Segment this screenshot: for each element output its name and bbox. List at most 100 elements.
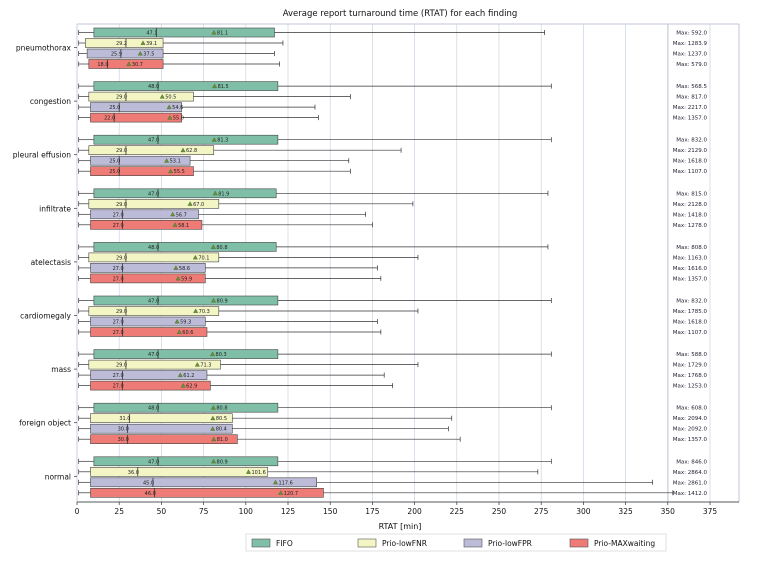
- box-prio-lowfpr: 27.0 59.3 Max: 1618.0: [78, 316, 707, 327]
- mean-label: 58.1: [178, 223, 189, 229]
- box-iqr: [85, 38, 164, 48]
- mean-marker: [210, 244, 216, 249]
- box-iqr: [88, 199, 220, 209]
- median-label: 27.0: [113, 330, 124, 336]
- max-label: Max: 568.5: [676, 84, 707, 90]
- mean-marker: [187, 201, 193, 206]
- legend-swatch: [569, 538, 589, 548]
- legend-swatch: [463, 538, 483, 548]
- mean-label: 67.0: [193, 202, 204, 208]
- max-label: Max: 832.0: [676, 138, 707, 144]
- box-iqr: [93, 188, 277, 199]
- box-prio-lowfnr: 29.0 50.5 Max: 817.0: [78, 91, 707, 102]
- box-iqr: [90, 413, 233, 424]
- max-label: Max: 588.0: [676, 352, 707, 358]
- x-tick-label: 50: [157, 507, 167, 516]
- legend-label: FIFO: [276, 539, 293, 548]
- mean-marker: [211, 297, 217, 303]
- median-label: 22.0: [104, 116, 115, 122]
- box-prio-maxwaiting: 27.0 60.6 Max: 1107.0: [78, 327, 707, 337]
- box-prio-maxwaiting: 27.0 59.9 Max: 1357.0: [78, 273, 707, 284]
- median-label: 25.0: [109, 105, 120, 111]
- max-label: Max: 815.0: [676, 191, 707, 197]
- mean-marker: [140, 40, 146, 45]
- mean-label: 37.5: [143, 52, 154, 58]
- mean-label: 80.9: [217, 459, 228, 465]
- category-label: pleural effusion: [13, 151, 71, 160]
- mean-label: 80.8: [216, 406, 227, 412]
- median-label: 48.0: [148, 245, 159, 251]
- mean-marker: [211, 29, 217, 35]
- x-tick-label: 150: [323, 507, 338, 516]
- max-label: Max: 832.0: [676, 299, 707, 305]
- box-fifo: 47.0 80.9 Max: 832.0: [78, 295, 707, 306]
- mean-marker: [210, 426, 216, 431]
- max-label: Max: 808.0: [676, 245, 707, 251]
- box-prio-lowfnr: 36.0 101.6 Max: 2864.0: [78, 466, 707, 477]
- mean-label: 81.9: [218, 191, 229, 197]
- mean-marker: [211, 436, 217, 442]
- legend-swatch: [251, 538, 271, 548]
- x-tick-label: 0: [75, 507, 80, 516]
- median-label: 29.2: [116, 41, 127, 47]
- mean-label: 59.3: [180, 320, 191, 326]
- mean-label: 55.5: [174, 169, 185, 175]
- median-label: 30.0: [118, 427, 129, 433]
- median-label: 45.0: [143, 480, 154, 486]
- box-fifo: 48.0 81.5 Max: 568.5: [78, 81, 707, 91]
- median-label: 30.0: [118, 437, 129, 443]
- median-label: 48.0: [148, 84, 159, 90]
- mean-label: 59.9: [181, 276, 192, 282]
- box-prio-lowfnr: 29.0 62.8 Max: 2129.0: [78, 145, 707, 155]
- x-tick-label: 225: [450, 507, 465, 516]
- median-label: 36.0: [128, 470, 139, 476]
- box-prio-lowfpr: 27.0 58.6 Max: 1616.0: [78, 263, 707, 273]
- median-label: 27.0: [113, 223, 124, 229]
- mean-marker: [172, 222, 178, 227]
- median-label: 29.0: [116, 363, 127, 369]
- x-tick-label: 175: [365, 507, 380, 516]
- box-iqr: [90, 220, 203, 230]
- mean-label: 81.3: [217, 138, 228, 144]
- mean-label: 81.5: [218, 84, 229, 90]
- max-label: Max: 846.0: [676, 459, 707, 465]
- max-label: Max: 1107.0: [673, 169, 708, 175]
- max-label: Max: 1418.0: [673, 212, 708, 218]
- mean-label: 70.3: [199, 309, 210, 315]
- mean-marker: [194, 362, 200, 367]
- median-label: 47.0: [148, 191, 159, 197]
- box-iqr: [90, 380, 211, 391]
- mean-label: 80.9: [217, 299, 228, 305]
- box-prio-maxwaiting: 25.0 55.5 Max: 1107.0: [78, 166, 708, 176]
- max-label: Max: 1618.0: [673, 159, 708, 165]
- box-iqr: [88, 252, 220, 263]
- mean-marker: [278, 490, 284, 495]
- mean-marker: [211, 137, 217, 142]
- legend-label: Prio-lowFNR: [382, 539, 427, 548]
- box-iqr: [90, 263, 206, 273]
- mean-label: 101.6: [252, 470, 266, 476]
- mean-marker: [174, 318, 180, 324]
- mean-marker: [193, 308, 199, 313]
- max-label: Max: 1412.0: [673, 491, 708, 497]
- box-iqr: [93, 349, 279, 359]
- x-tick-label: 375: [703, 507, 718, 516]
- box-iqr: [90, 209, 199, 220]
- mean-marker: [246, 469, 251, 474]
- mean-label: 61.2: [183, 373, 194, 379]
- mean-label: 81.0: [217, 437, 228, 443]
- box-iqr: [88, 59, 164, 69]
- x-tick-label: 350: [661, 507, 676, 516]
- median-label: 29.0: [116, 255, 127, 261]
- box-iqr: [90, 316, 206, 327]
- box-prio-lowfpr: 27.0 61.2 Max: 1768.0: [78, 370, 707, 380]
- box-iqr: [90, 327, 208, 337]
- max-label: Max: 1283.9: [673, 41, 708, 47]
- mean-label: 50.5: [165, 95, 176, 101]
- median-label: 27.0: [113, 276, 124, 282]
- mean-label: 39.1: [146, 41, 157, 47]
- box-prio-lowfpr: 27.0 56.7 Max: 1418.0: [78, 209, 708, 220]
- mean-marker: [170, 211, 176, 217]
- mean-marker: [210, 415, 216, 421]
